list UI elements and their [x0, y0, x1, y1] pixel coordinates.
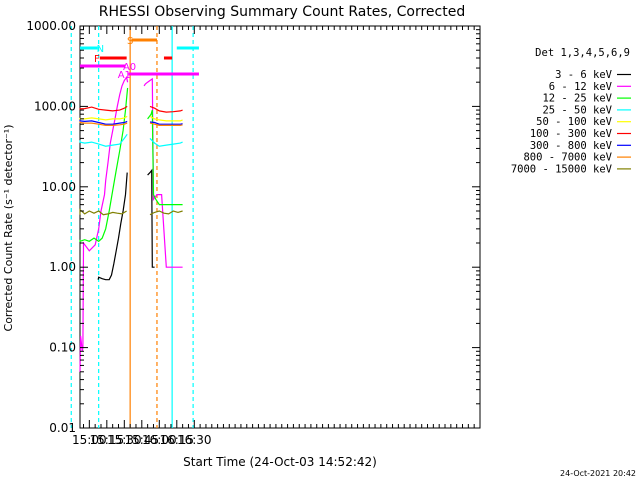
series-line — [79, 119, 183, 125]
series-line — [79, 105, 183, 113]
legend-entry: 3 - 6 keV — [555, 69, 613, 81]
flag-label: F — [94, 54, 100, 65]
y-axis-label: Corrected Count Rate (s⁻¹ detector⁻¹) — [2, 125, 15, 332]
legend-entry: 12 - 25 keV — [542, 93, 612, 105]
flag-label: S — [127, 36, 133, 47]
legend-entry: 50 - 100 keV — [536, 116, 613, 128]
flag-label: N — [97, 44, 104, 55]
legend-entry: 25 - 50 keV — [542, 104, 612, 116]
flag-label: A0 — [123, 62, 136, 73]
axes: 0.01 0.10 1.00 10.00 100.00 1000.00 15:0015:15… — [26, 19, 481, 447]
y-tick-label: 0.10 — [49, 341, 76, 355]
series-line — [97, 168, 155, 281]
legend-entry: 6 - 12 keV — [549, 81, 613, 93]
series-line — [79, 208, 183, 216]
plot-frame — [79, 25, 481, 429]
chart-title: RHESSI Observing Summary Count Rates, Co… — [99, 4, 465, 20]
flag-label: A1 — [118, 70, 131, 81]
x-tick-label: 15:45 — [125, 433, 160, 447]
y-tick-label: 100.00 — [34, 99, 76, 113]
x-tick-label: 15:00 — [72, 433, 107, 447]
footer-timestamp: 24-Oct-2021 20:42 — [560, 469, 636, 478]
series-line — [79, 133, 183, 147]
legend-entry: 800 - 7000 keV — [523, 152, 612, 164]
series-line — [79, 75, 183, 372]
y-tick-label: 10.00 — [42, 180, 76, 194]
plot-area — [79, 25, 481, 429]
y-tick-label: 1.00 — [49, 260, 76, 274]
x-tick-label: 15:15 — [90, 433, 125, 447]
x-tick-label: 16:15 — [159, 433, 194, 447]
series-line — [79, 87, 183, 243]
series-line — [79, 121, 183, 126]
x-tick-label: 16:00 — [142, 433, 177, 447]
x-tick-label: 16:30 — [177, 433, 212, 447]
vertical-markers — [70, 26, 194, 428]
x-axis-label: Start Time (24-Oct-03 14:52:42) — [183, 455, 377, 469]
y-tick-label: 0.01 — [49, 421, 76, 435]
y-tick-label: 1000.00 — [26, 19, 76, 33]
series-lines — [79, 75, 183, 372]
legend-entry: 7000 - 15000 keV — [511, 163, 613, 175]
x-tick-label: 15:30 — [107, 433, 142, 447]
legend-entry: 300 - 800 keV — [530, 140, 613, 152]
legend-title: Det 1,3,4,5,6,9 — [535, 47, 630, 59]
legend-entry: 100 - 300 keV — [530, 128, 613, 140]
